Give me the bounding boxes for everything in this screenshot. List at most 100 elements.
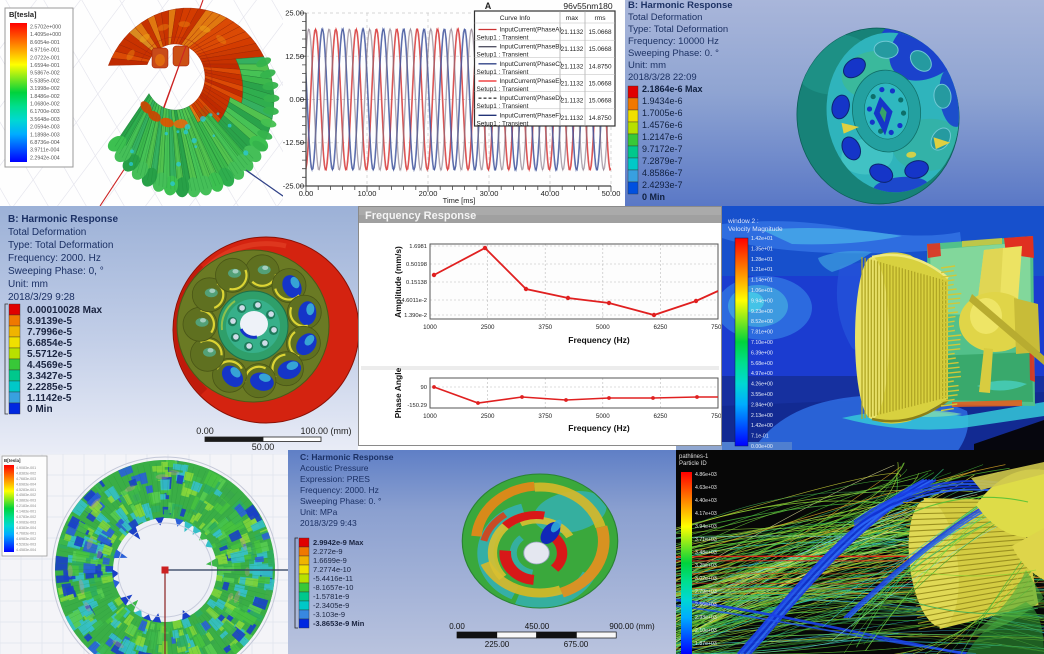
svg-text:4.3883e-003: 4.3883e-003 xyxy=(16,499,36,503)
svg-text:21.1132: 21.1132 xyxy=(561,29,584,36)
svg-text:A: A xyxy=(485,1,492,11)
svg-text:6250: 6250 xyxy=(654,413,668,420)
svg-text:Setup1 : Transient: Setup1 : Transient xyxy=(477,103,529,110)
svg-text:5000: 5000 xyxy=(596,324,610,331)
svg-text:15.0668: 15.0668 xyxy=(588,46,612,53)
svg-text:1.6699e-9: 1.6699e-9 xyxy=(313,556,347,565)
svg-text:100.00 (mm): 100.00 (mm) xyxy=(300,426,351,436)
svg-text:-1.5781e-9: -1.5781e-9 xyxy=(313,592,349,601)
svg-text:Sweeping Phase: 0, °: Sweeping Phase: 0, ° xyxy=(8,266,104,277)
svg-text:2.10e+03: 2.10e+03 xyxy=(695,628,717,634)
svg-text:max: max xyxy=(566,15,579,22)
svg-text:Velocity Magnitude: Velocity Magnitude xyxy=(728,226,783,233)
svg-text:1.28e+01: 1.28e+01 xyxy=(751,257,773,263)
svg-text:4.4569e-5: 4.4569e-5 xyxy=(27,360,72,371)
svg-text:9.5867e-002: 9.5867e-002 xyxy=(30,71,60,77)
svg-text:Frequency Response: Frequency Response xyxy=(365,210,476,222)
svg-text:1.2147e-6: 1.2147e-6 xyxy=(642,132,683,142)
svg-text:Sweeping Phase: 0. °: Sweeping Phase: 0. ° xyxy=(300,496,381,506)
svg-text:15.0668: 15.0668 xyxy=(588,29,612,36)
svg-text:4.7683e-001: 4.7683e-001 xyxy=(16,531,36,535)
svg-text:5000: 5000 xyxy=(596,413,610,420)
svg-text:Curve Info: Curve Info xyxy=(500,15,531,22)
svg-text:1.7005e-6: 1.7005e-6 xyxy=(642,108,683,118)
svg-text:5.68e+00: 5.68e+00 xyxy=(751,361,773,367)
svg-text:1000: 1000 xyxy=(423,413,437,420)
svg-text:0.00: 0.00 xyxy=(449,622,465,631)
svg-text:Acoustic Pressure: Acoustic Pressure xyxy=(300,463,369,473)
svg-text:5.5712e-5: 5.5712e-5 xyxy=(27,349,72,360)
svg-text:1.4095e+000: 1.4095e+000 xyxy=(30,32,61,38)
svg-text:Frequency: 2000. Hz: Frequency: 2000. Hz xyxy=(300,485,379,495)
svg-text:Setup1 : Transient: Setup1 : Transient xyxy=(477,35,529,42)
svg-text:20.00: 20.00 xyxy=(419,189,438,198)
svg-text:4.7683e-003: 4.7683e-003 xyxy=(16,477,36,481)
svg-text:B[tesla]: B[tesla] xyxy=(9,10,37,19)
svg-text:Setup1 : Transient: Setup1 : Transient xyxy=(477,52,529,59)
svg-text:1.9434e-6: 1.9434e-6 xyxy=(642,96,683,106)
svg-text:3.3427e-5: 3.3427e-5 xyxy=(27,371,72,382)
svg-text:4.0783e-002: 4.0783e-002 xyxy=(16,515,36,519)
svg-text:Expression: PRES: Expression: PRES xyxy=(300,474,370,484)
svg-text:0 Min: 0 Min xyxy=(642,192,665,202)
svg-text:3.5648e-003: 3.5648e-003 xyxy=(30,117,60,123)
svg-text:30.00: 30.00 xyxy=(480,189,499,198)
svg-text:4.86e+03: 4.86e+03 xyxy=(695,472,717,478)
svg-text:4.8383e-004: 4.8383e-004 xyxy=(16,526,36,530)
svg-text:4.9716e-001: 4.9716e-001 xyxy=(30,48,60,54)
svg-text:2.79e+03: 2.79e+03 xyxy=(695,589,717,595)
svg-text:15.0668: 15.0668 xyxy=(588,81,612,88)
svg-text:4.4583e-004: 4.4583e-004 xyxy=(16,548,36,552)
svg-text:C: Harmonic Response: C: Harmonic Response xyxy=(300,452,394,462)
svg-text:pathlines-1: pathlines-1 xyxy=(679,454,709,460)
svg-text:Total Deformation: Total Deformation xyxy=(8,227,86,238)
svg-text:21.1132: 21.1132 xyxy=(561,63,584,70)
svg-text:1.14e+01: 1.14e+01 xyxy=(751,278,773,284)
svg-text:-5.4416e-11: -5.4416e-11 xyxy=(313,574,353,583)
svg-text:90: 90 xyxy=(421,385,427,391)
svg-text:225.00: 225.00 xyxy=(485,640,510,649)
svg-text:2.4293e-7: 2.4293e-7 xyxy=(642,180,683,190)
svg-text:8.9139e-5: 8.9139e-5 xyxy=(27,316,72,327)
svg-text:4.4583e-002: 4.4583e-002 xyxy=(16,493,36,497)
svg-text:-8.1657e-10: -8.1657e-10 xyxy=(313,583,353,592)
svg-text:3.1998e-002: 3.1998e-002 xyxy=(30,86,60,92)
svg-text:1.06e+01: 1.06e+01 xyxy=(751,288,773,294)
svg-text:9.23e+00: 9.23e+00 xyxy=(751,309,773,315)
svg-text:7.7996e-5: 7.7996e-5 xyxy=(27,327,72,338)
svg-text:2.84e+00: 2.84e+00 xyxy=(751,402,773,408)
svg-text:3.94e+03: 3.94e+03 xyxy=(695,524,717,530)
svg-text:2018/3/29 9:43: 2018/3/29 9:43 xyxy=(300,518,357,528)
svg-text:9.94e+00: 9.94e+00 xyxy=(751,298,773,304)
svg-text:3750: 3750 xyxy=(538,413,552,420)
svg-text:1.0680e-002: 1.0680e-002 xyxy=(30,102,60,108)
svg-text:21.1132: 21.1132 xyxy=(561,46,584,53)
svg-text:-12.50: -12.50 xyxy=(283,138,304,147)
svg-text:4.9083e-001: 4.9083e-001 xyxy=(16,466,36,470)
svg-text:900.00 (mm): 900.00 (mm) xyxy=(609,622,655,631)
svg-text:Setup1 : Transient: Setup1 : Transient xyxy=(477,69,529,76)
svg-text:2.56e+03: 2.56e+03 xyxy=(695,602,717,608)
svg-text:1.6981: 1.6981 xyxy=(409,244,427,250)
svg-text:3.9711e-004: 3.9711e-004 xyxy=(30,148,59,154)
svg-text:-150.29: -150.29 xyxy=(407,403,427,409)
svg-text:2.0594e-003: 2.0594e-003 xyxy=(30,125,60,131)
svg-text:4.17e+03: 4.17e+03 xyxy=(695,511,717,517)
svg-text:3.48e+03: 3.48e+03 xyxy=(695,550,717,556)
svg-text:1.35e+01: 1.35e+01 xyxy=(751,246,773,252)
svg-text:50.00: 50.00 xyxy=(252,442,275,452)
svg-text:2.0722e-001: 2.0722e-001 xyxy=(30,55,60,61)
svg-text:2500: 2500 xyxy=(481,324,495,331)
svg-text:4.6011e-2: 4.6011e-2 xyxy=(401,298,427,304)
svg-text:2018/3/29 9:28: 2018/3/29 9:28 xyxy=(8,292,75,303)
svg-text:675.00: 675.00 xyxy=(564,640,589,649)
svg-text:5.5385e-002: 5.5385e-002 xyxy=(30,78,60,84)
svg-text:7500: 7500 xyxy=(711,324,721,331)
svg-text:4.6983e-004: 4.6983e-004 xyxy=(16,482,36,486)
svg-text:1.1898e-003: 1.1898e-003 xyxy=(30,132,60,138)
svg-text:7.1e-01: 7.1e-01 xyxy=(751,434,769,440)
svg-text:50.00: 50.00 xyxy=(602,189,621,198)
svg-text:4.9083e-003: 4.9083e-003 xyxy=(16,521,36,525)
svg-text:4.5283e-003: 4.5283e-003 xyxy=(16,542,36,546)
svg-text:0.00: 0.00 xyxy=(289,95,304,104)
